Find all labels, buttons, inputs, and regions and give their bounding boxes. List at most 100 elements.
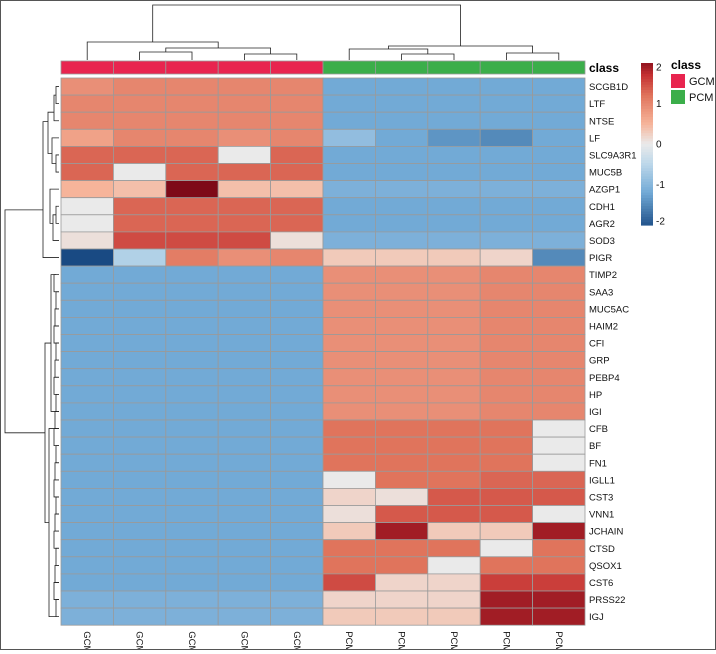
color-scale-step bbox=[641, 206, 653, 210]
heatmap-cell bbox=[322, 351, 376, 370]
heatmap-cell bbox=[374, 231, 429, 250]
row-dendrogram bbox=[4, 86, 59, 618]
heatmap-cell bbox=[60, 470, 114, 489]
heatmap-cell bbox=[322, 539, 376, 558]
class-annotation-cell bbox=[374, 60, 429, 75]
dendrogram-branch bbox=[54, 513, 59, 532]
heatmap-cell bbox=[270, 94, 324, 113]
heatmap-cell bbox=[165, 487, 219, 506]
heatmap-cell bbox=[479, 316, 534, 335]
heatmap-cell bbox=[60, 94, 114, 113]
heatmap-cell bbox=[270, 282, 324, 301]
heatmap-cell bbox=[427, 573, 481, 592]
heatmap-cell bbox=[427, 334, 481, 353]
heatmap-cell bbox=[532, 402, 586, 421]
heatmap-cell bbox=[374, 351, 429, 370]
heatmap-cell bbox=[270, 77, 324, 96]
heatmap-cell bbox=[165, 453, 219, 472]
heatmap-cell bbox=[113, 77, 167, 96]
heatmap-cell bbox=[270, 334, 324, 353]
color-scale-tick: -1 bbox=[656, 180, 665, 191]
heatmap-cell bbox=[479, 436, 534, 455]
heatmap-cell bbox=[374, 94, 429, 113]
heatmap-cell bbox=[479, 402, 534, 421]
dendrogram-branch bbox=[55, 342, 59, 361]
heatmap-cell bbox=[322, 265, 376, 284]
row-label: FN1 bbox=[589, 458, 607, 469]
color-scale-step bbox=[641, 160, 653, 164]
dendrogram-branch bbox=[51, 137, 59, 164]
color-scale-step bbox=[641, 187, 653, 191]
heatmap-cell bbox=[479, 145, 534, 164]
heatmap-cell bbox=[270, 419, 324, 438]
color-scale-step bbox=[641, 171, 653, 175]
heatmap-cell bbox=[60, 556, 114, 575]
dendrogram-branch bbox=[54, 308, 59, 327]
heatmap-cell bbox=[374, 145, 429, 164]
color-scale-step bbox=[641, 87, 653, 91]
heatmap-cell bbox=[270, 607, 324, 626]
heatmap-cell bbox=[532, 163, 586, 182]
heatmap-cell bbox=[165, 145, 219, 164]
heatmap-cell bbox=[217, 419, 271, 438]
heatmap-cell bbox=[270, 265, 324, 284]
heatmap-cell bbox=[374, 248, 429, 267]
column-label: PCM1 bbox=[500, 631, 511, 649]
heatmap-cell bbox=[532, 522, 586, 541]
heatmap-cell bbox=[479, 539, 534, 558]
heatmap-cell bbox=[165, 573, 219, 592]
row-label: VNN1 bbox=[589, 510, 614, 521]
color-scale-step bbox=[641, 100, 653, 105]
heatmap-cell bbox=[479, 265, 534, 284]
heatmap-cell bbox=[479, 607, 534, 626]
heatmap-cell bbox=[113, 128, 167, 147]
heatmap-cell bbox=[479, 111, 534, 130]
color-scale-step bbox=[641, 92, 653, 96]
row-label: CTSD bbox=[589, 544, 615, 555]
dendrogram-branch bbox=[53, 479, 59, 498]
heatmap-cell bbox=[322, 180, 376, 199]
heatmap-cell bbox=[113, 197, 167, 216]
heatmap-cell bbox=[165, 163, 219, 182]
color-scale-tick: -2 bbox=[656, 217, 665, 228]
column-label: GCM2 bbox=[81, 631, 92, 649]
heatmap-cell bbox=[374, 163, 429, 182]
column-label: PCM4 bbox=[396, 631, 407, 649]
heatmap-cell bbox=[270, 556, 324, 575]
heatmap-cell bbox=[322, 282, 376, 301]
heatmap-cell bbox=[270, 248, 324, 267]
row-label: CFI bbox=[589, 339, 604, 350]
color-scale-step bbox=[641, 216, 653, 221]
heatmap-cell bbox=[113, 111, 167, 130]
color-scale-legend: 2 1 0 -1 -2 bbox=[641, 63, 665, 228]
heatmap-cell bbox=[270, 111, 324, 130]
heatmap-cell bbox=[532, 334, 586, 353]
heatmap-cell bbox=[270, 590, 324, 609]
heatmap-cell bbox=[427, 231, 481, 250]
heatmap-cell bbox=[60, 231, 114, 250]
color-scale-step bbox=[641, 211, 653, 215]
heatmap-cell bbox=[479, 94, 534, 113]
heatmap-cell bbox=[532, 590, 586, 609]
row-label: LTF bbox=[589, 99, 605, 110]
heatmap-cell bbox=[165, 556, 219, 575]
heatmap-cell bbox=[532, 128, 586, 147]
heatmap-cell bbox=[217, 265, 271, 284]
heatmap-cell bbox=[165, 607, 219, 626]
heatmap-cell bbox=[60, 334, 114, 353]
heatmap-cell bbox=[217, 197, 271, 216]
color-scale-step bbox=[641, 95, 653, 99]
row-label: LF bbox=[589, 133, 600, 144]
color-scale-step bbox=[641, 168, 653, 172]
heatmap-cell bbox=[60, 111, 114, 130]
heatmap-cell bbox=[322, 505, 376, 524]
heatmap-cell bbox=[427, 163, 481, 182]
heatmap-cell bbox=[113, 487, 167, 506]
color-scale-step bbox=[641, 200, 653, 204]
row-label: AGR2 bbox=[589, 219, 615, 230]
heatmap-cell bbox=[322, 385, 376, 404]
heatmap-cell bbox=[427, 351, 481, 370]
heatmap-cell bbox=[60, 351, 114, 370]
class-legend: class GCM PCM bbox=[671, 58, 715, 104]
